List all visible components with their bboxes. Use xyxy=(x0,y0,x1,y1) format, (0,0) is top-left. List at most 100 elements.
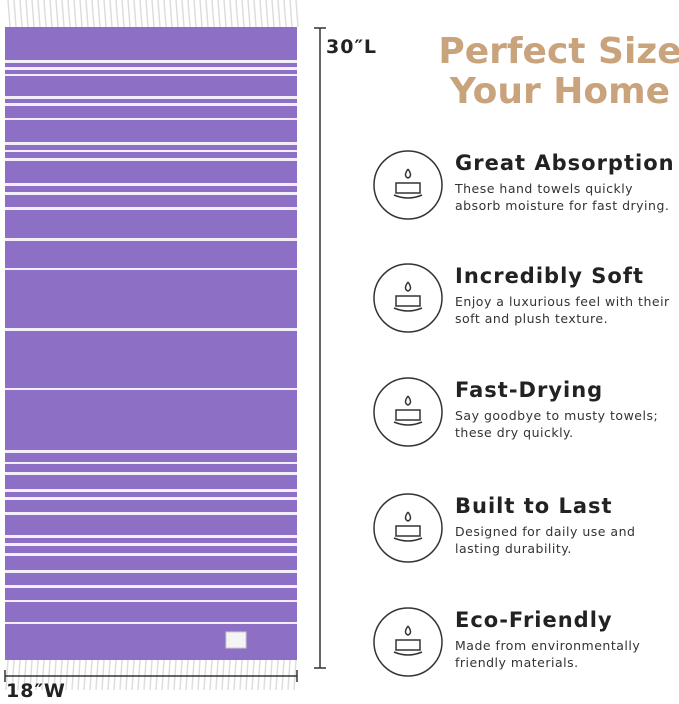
icon-glyph xyxy=(393,395,423,426)
stripe xyxy=(5,497,297,500)
icon-glyph xyxy=(393,168,423,199)
feature-description: Designed for daily use and lasting durab… xyxy=(455,524,636,556)
icon-circle xyxy=(373,493,443,563)
stripe xyxy=(5,183,297,186)
fringe-strand xyxy=(259,0,263,28)
stripe xyxy=(5,489,297,492)
fringe-strand xyxy=(187,0,191,28)
fringe-strand xyxy=(181,0,185,28)
stripe xyxy=(5,543,297,546)
fringe-strand xyxy=(143,659,147,691)
fringe-strand xyxy=(145,0,149,28)
stripe xyxy=(5,142,297,145)
feature-title: Built to Last xyxy=(455,494,613,518)
fringe-strand xyxy=(185,659,189,691)
fringe-strand xyxy=(203,659,207,691)
fringe-strand xyxy=(151,0,155,28)
fringe-strand xyxy=(5,659,9,691)
fringe-strand xyxy=(7,0,11,28)
icon-circle xyxy=(373,607,443,677)
fringe-strand xyxy=(293,659,297,691)
fringe-strand xyxy=(19,0,23,28)
fringe-strand xyxy=(253,0,257,28)
feature-title: Great Absorption xyxy=(455,151,675,175)
fringe-strand xyxy=(287,659,291,691)
title: Perfect Size xyxy=(438,31,679,72)
fringe-strand xyxy=(67,0,71,28)
fringe-strand xyxy=(265,0,269,28)
fringe-strand xyxy=(193,0,197,28)
fringe-strand xyxy=(221,659,225,691)
fringe-strand xyxy=(161,659,165,691)
stripe xyxy=(5,535,297,538)
fringe-strand xyxy=(179,659,183,691)
fringe-strand xyxy=(245,659,249,691)
fringe-strand xyxy=(139,0,143,28)
fringe-strand xyxy=(191,659,195,691)
fringe-strand xyxy=(227,659,231,691)
icon-circle xyxy=(373,263,443,333)
towel xyxy=(5,27,297,660)
fringe-strand xyxy=(281,659,285,691)
stripe xyxy=(5,118,297,120)
fringe-strand xyxy=(77,659,81,691)
fringe-strand xyxy=(169,0,173,28)
fringe-strand xyxy=(65,659,69,691)
stripe xyxy=(5,472,297,475)
fringe-strand xyxy=(35,659,39,691)
fringe-strand xyxy=(107,659,111,691)
icon-circle xyxy=(373,377,443,447)
fringe-strand xyxy=(29,659,33,691)
fringe-strand xyxy=(133,0,137,28)
fringe-strand xyxy=(149,659,153,691)
stripe xyxy=(5,150,297,152)
fringe-strand xyxy=(121,0,125,28)
fringe-strand xyxy=(211,0,215,28)
fringe-strand xyxy=(103,0,107,28)
fringe-strand xyxy=(101,659,105,691)
fringe-strand xyxy=(275,659,279,691)
fringe-strand xyxy=(289,0,293,28)
feature-title: Incredibly Soft xyxy=(455,264,644,288)
fringe-strand xyxy=(205,0,209,28)
fringe-strand xyxy=(31,0,35,28)
feature-title: Eco-Friendly xyxy=(455,608,613,632)
icon-glyph xyxy=(393,625,423,656)
stripe xyxy=(5,74,297,76)
icon-circle xyxy=(373,150,443,220)
fringe-strand xyxy=(217,0,221,28)
fringe-strand xyxy=(91,0,95,28)
fringe-strand xyxy=(197,659,201,691)
fringe-strand xyxy=(23,659,27,691)
title: Your Home xyxy=(449,71,671,112)
fringe-strand xyxy=(223,0,227,28)
stripe xyxy=(5,238,297,241)
stripe xyxy=(5,60,297,63)
fringe-strand xyxy=(209,659,213,691)
fringe-strand xyxy=(269,659,273,691)
fringe-strand xyxy=(131,659,135,691)
fringe-strand xyxy=(263,659,267,691)
fringe-strand xyxy=(127,0,131,28)
fringe-strand xyxy=(155,659,159,691)
fringe-strand xyxy=(53,659,57,691)
stripe xyxy=(5,268,297,270)
fringe-strand xyxy=(199,0,203,28)
fringe-strand xyxy=(59,659,63,691)
stripe xyxy=(5,207,297,210)
feature-description: These hand towels quickly absorb moistur… xyxy=(455,181,670,213)
fringe-strand xyxy=(283,0,287,28)
stripe xyxy=(5,622,297,624)
stripe xyxy=(5,570,297,573)
fringe-strand xyxy=(25,0,29,28)
fringe-strand xyxy=(239,659,243,691)
fringe-strand xyxy=(89,659,93,691)
fringe-strand xyxy=(257,659,261,691)
icon-glyph xyxy=(393,511,423,542)
fringe-strand xyxy=(241,0,245,28)
stripe xyxy=(5,158,297,161)
stripe xyxy=(5,553,297,556)
stripe xyxy=(5,328,297,331)
feature-description: Made from environmentally friendly mater… xyxy=(455,638,641,670)
